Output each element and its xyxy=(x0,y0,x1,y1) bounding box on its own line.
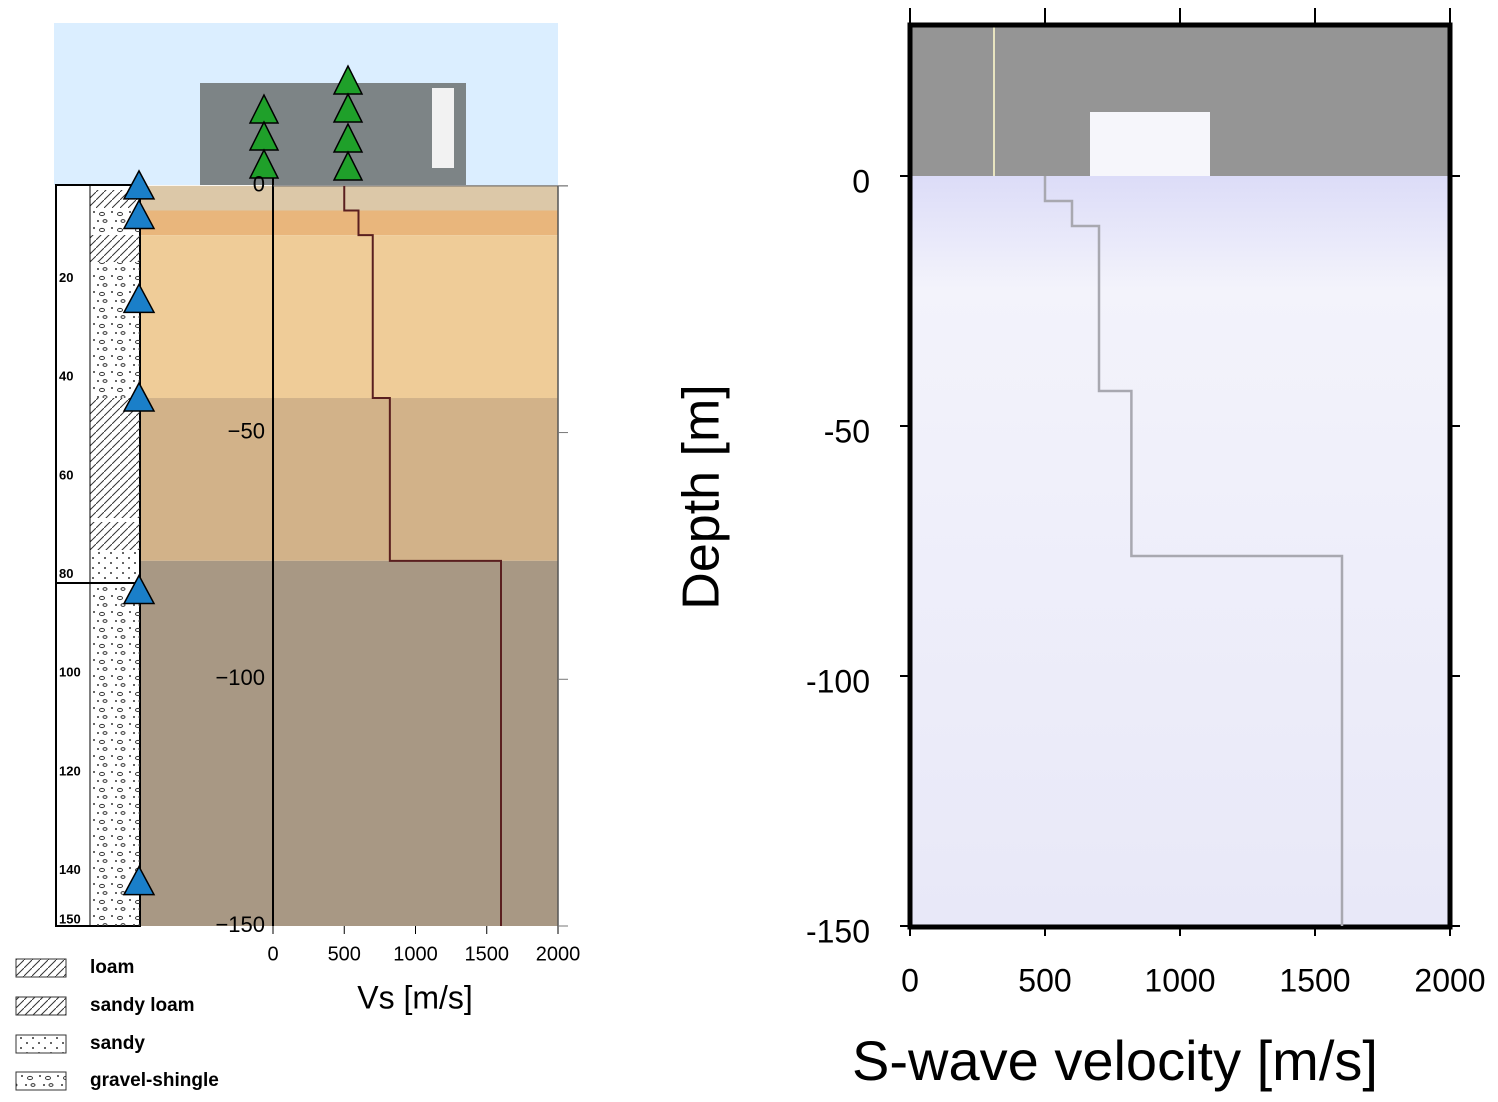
site-photo xyxy=(200,83,466,185)
x-tick-label: 2000 xyxy=(536,943,581,965)
x-axis-label: Vs [m/s] xyxy=(357,979,473,1015)
y-tick-label: −150 xyxy=(215,912,265,937)
layer xyxy=(140,560,558,926)
borehole-depth-label: 60 xyxy=(59,467,73,482)
borehole-depth-label: 40 xyxy=(59,369,73,384)
surface-sensors xyxy=(248,64,364,181)
lithology xyxy=(90,235,140,262)
left-panel xyxy=(15,23,558,1091)
x-tick-label: 1000 xyxy=(393,943,438,965)
photo-inset xyxy=(432,88,454,168)
borehole-sensor xyxy=(122,381,156,412)
x-tick-label: 2000 xyxy=(1414,962,1485,998)
legend-swatch xyxy=(15,996,67,1016)
borehole-sensor xyxy=(122,169,156,200)
borehole-sensor xyxy=(122,865,156,896)
legend-swatch xyxy=(15,958,67,978)
lithology xyxy=(90,550,140,583)
legend-label: loam xyxy=(90,957,134,978)
velocity-profile xyxy=(1043,176,1344,926)
y-tick-label: 0 xyxy=(852,163,870,199)
y-tick-label: -150 xyxy=(806,913,870,949)
lithology xyxy=(90,583,140,926)
right-panel xyxy=(910,25,1450,927)
y-tick-label: −100 xyxy=(215,665,265,690)
layer xyxy=(140,185,558,211)
x-tick-label: 500 xyxy=(1018,962,1071,998)
y-tick-label: −50 xyxy=(228,418,265,443)
y-tick-label: -100 xyxy=(806,663,870,699)
x-axis-label: S-wave velocity [m/s] xyxy=(852,1029,1378,1092)
borehole-depth-label: 100 xyxy=(59,665,81,680)
borehole-depth-label: 150 xyxy=(59,911,81,926)
lithology xyxy=(90,522,140,550)
legend-swatch xyxy=(15,1034,67,1054)
x-tick-label: 0 xyxy=(267,943,278,965)
x-tick-label: 500 xyxy=(328,943,361,965)
y-tick-label: -50 xyxy=(824,413,870,449)
borehole-depth-label: 120 xyxy=(59,763,81,778)
borehole-depth-label: 140 xyxy=(59,862,81,877)
layer xyxy=(140,210,558,236)
layer xyxy=(140,398,558,561)
x-tick-label: 0 xyxy=(901,962,919,998)
borehole-sensor xyxy=(122,573,156,605)
borehole-sensor xyxy=(122,198,156,230)
borehole-depth-label: 20 xyxy=(59,270,73,285)
x-tick-label: 1000 xyxy=(1144,962,1215,998)
velocity-profile xyxy=(343,185,502,926)
lithology xyxy=(90,398,140,518)
y-tick-label: 0 xyxy=(253,172,265,197)
legend-label: gravel-shingle xyxy=(90,1070,219,1091)
x-tick-label: 1500 xyxy=(1279,962,1350,998)
y-axis-label: Depth [m] xyxy=(673,384,731,609)
borehole-sensor xyxy=(122,282,156,314)
legend-swatch xyxy=(15,1071,67,1091)
notch xyxy=(1090,112,1210,176)
lithology xyxy=(90,262,140,398)
x-tick-label: 1500 xyxy=(465,943,510,965)
legend-label: sandy loam xyxy=(90,995,195,1016)
subsurface xyxy=(910,176,1450,927)
legend-label: sandy xyxy=(90,1033,145,1054)
borehole-depth-label: 80 xyxy=(59,566,73,581)
layer xyxy=(140,235,558,399)
